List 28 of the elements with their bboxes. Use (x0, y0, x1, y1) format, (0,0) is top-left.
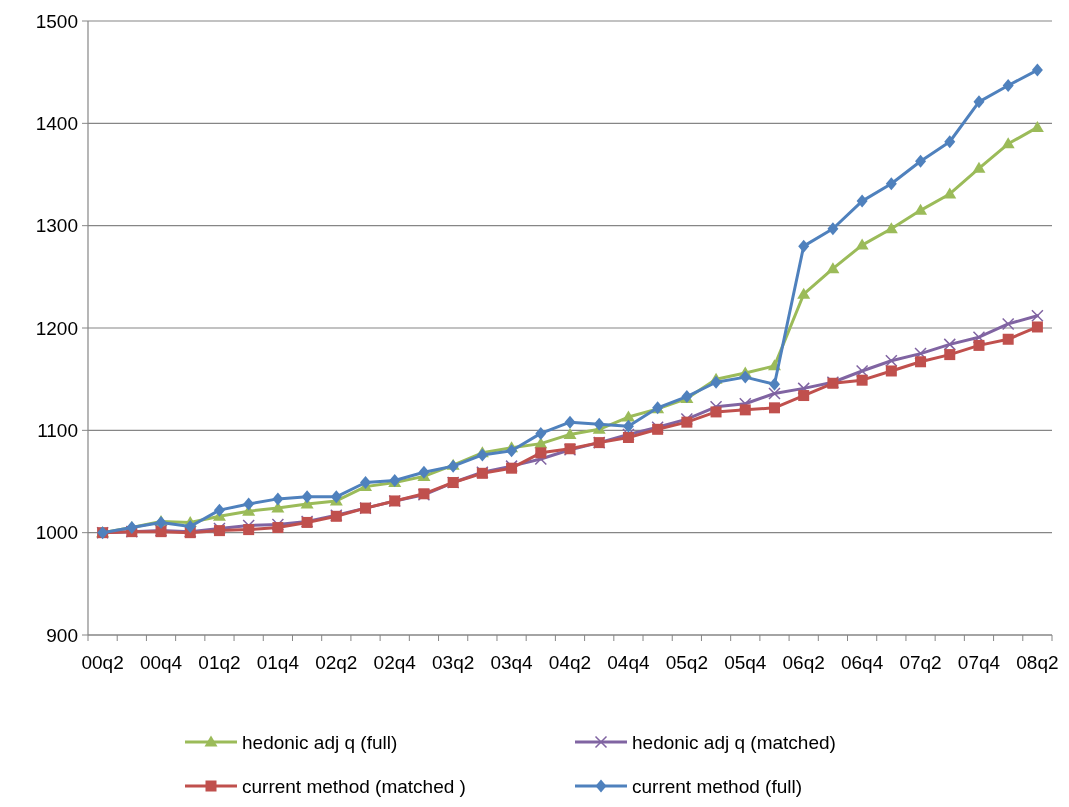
y-tick-label: 1000 (35, 522, 78, 544)
legend-label: current method (full) (632, 775, 803, 797)
y-tick-label: 1100 (37, 419, 78, 441)
x-tick-label: 02q4 (373, 652, 417, 673)
x-tick-label: 00q4 (139, 652, 183, 673)
x-tick-label: 01q4 (256, 652, 300, 673)
x-tick-label: 05q4 (724, 652, 767, 673)
y-tick-label: 1500 (35, 10, 78, 32)
y-tick-label: 1200 (35, 317, 78, 339)
y-tick-label: 1400 (35, 112, 78, 134)
x-tick-label: 01q2 (198, 652, 241, 673)
legend-label: current method (matched ) (242, 775, 466, 797)
x-tick-label: 06q2 (782, 652, 825, 673)
x-tick-label: 03q2 (432, 652, 475, 673)
x-tick-label: 06q4 (840, 652, 884, 673)
legend-label: hedonic adj q (matched) (632, 731, 836, 753)
x-tick-label: 04q2 (548, 652, 592, 673)
y-tick-label: 900 (46, 624, 78, 646)
x-tick-label: 07q2 (899, 652, 942, 673)
x-tick-label: 08q2 (1016, 652, 1059, 673)
legend-label: hedonic adj q (full) (242, 731, 398, 753)
y-tick-label: 1300 (35, 215, 78, 237)
x-tick-label: 07q4 (957, 652, 1001, 673)
x-tick-label: 00q2 (81, 652, 124, 673)
x-tick-label: 04q4 (607, 652, 650, 673)
x-tick-label: 05q2 (665, 652, 708, 673)
x-tick-label: 02q2 (315, 652, 358, 673)
x-tick-label: 03q4 (490, 652, 534, 673)
